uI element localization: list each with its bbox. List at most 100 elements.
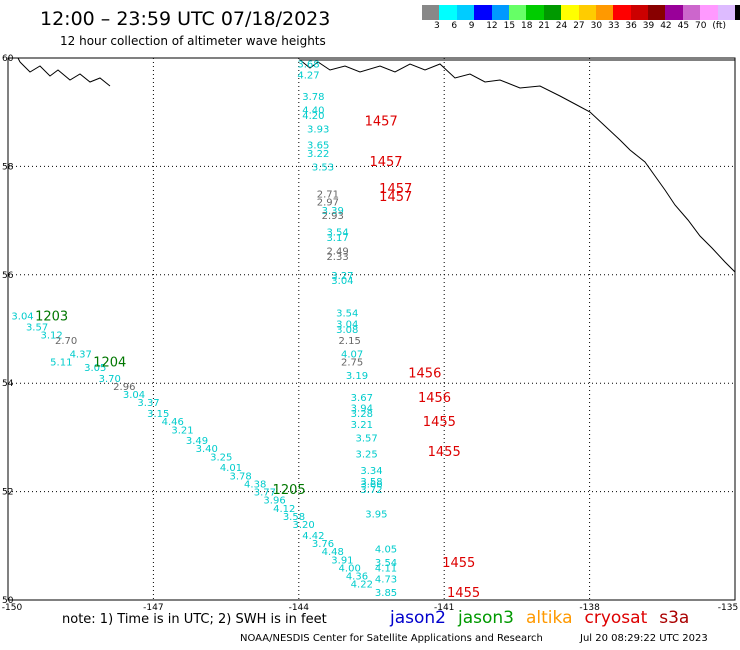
wave-height-value: 3.94 xyxy=(351,404,373,415)
wave-height-value: 4.73 xyxy=(375,574,397,585)
wave-height-value: 3.49 xyxy=(186,436,208,447)
scale-label: 18 xyxy=(521,21,533,31)
wave-height-value: 4.20 xyxy=(302,111,324,122)
wave-height-value: 4.38 xyxy=(244,479,266,490)
wave-height-value: 3.77 xyxy=(254,488,276,499)
wave-height-value: 2.15 xyxy=(339,336,361,347)
color-scale-labels: 3 6 9 12 15 18 21 24 27 30 33 36 39 42 45 70 (ft) xyxy=(422,21,732,33)
scale-label: 42 xyxy=(660,21,672,31)
wave-height-value: 3.04 xyxy=(331,276,353,287)
pass-time-label: 1203 xyxy=(35,309,68,324)
longitude-label: -135 xyxy=(718,603,738,613)
pass-time-labels: 1457145714571457145614561455145514551455… xyxy=(35,114,480,601)
page-subtitle: 12 hour collection of altimeter wave hei… xyxy=(60,34,326,48)
scale-label: 45 xyxy=(677,21,690,31)
longitude-label: -150 xyxy=(2,603,23,613)
scale-label: 30 xyxy=(590,21,603,31)
wave-height-value: 2.75 xyxy=(341,358,363,369)
legend-item-jason2: jason2 xyxy=(390,608,446,628)
scale-swatch xyxy=(700,5,718,20)
wave-height-value: 3.21 xyxy=(171,425,193,436)
wave-height-value: 3.57 xyxy=(356,433,378,444)
wave-height-value: 4.07 xyxy=(341,349,363,360)
scale-label: 9 xyxy=(468,21,475,31)
wave-height-value: 2.71 xyxy=(317,190,339,201)
wave-height-value: 3.37 xyxy=(137,398,159,409)
wave-height-value: 3.25 xyxy=(210,452,232,463)
wave-height-value: 3.15 xyxy=(147,409,169,420)
wave-height-value: 3.57 xyxy=(26,322,48,333)
page-title: 12:00 – 23:59 UTC 07/18/2023 xyxy=(40,8,331,30)
scale-swatch xyxy=(543,5,562,20)
pass-time-label: 1455 xyxy=(423,415,456,430)
wave-height-value: 3.72 xyxy=(360,485,382,496)
wave-height-value: 4.27 xyxy=(297,70,319,81)
wave-height-value: 3.93 xyxy=(307,124,329,135)
scale-label: 36 xyxy=(625,21,637,31)
pass-time-label: 1457 xyxy=(369,155,402,170)
wave-height-value: 3.12 xyxy=(40,330,62,341)
wave-height-value: 4.42 xyxy=(302,531,324,542)
wave-height-value: 3.78 xyxy=(230,471,252,482)
scale-swatch xyxy=(526,5,544,20)
scale-swatch xyxy=(508,5,527,20)
pass-time-label: 1205 xyxy=(273,483,306,498)
scale-swatch xyxy=(474,5,492,20)
wave-height-value: 3.04 xyxy=(11,311,33,322)
wave-height-value: 4.00 xyxy=(339,563,361,574)
scale-label: 6 xyxy=(451,21,458,31)
pass-time-label: 1456 xyxy=(418,391,451,406)
scale-label: 21 xyxy=(538,21,550,31)
pass-time-label: 1456 xyxy=(408,366,441,381)
wave-height-value: 3.85 xyxy=(375,588,397,599)
wave-height-value: 2.33 xyxy=(326,252,348,263)
wave-height-value: 3.67 xyxy=(351,393,373,404)
pass-time-label: 1457 xyxy=(365,114,398,129)
wave-height-value: 3.54 xyxy=(336,309,358,320)
longitude-labels: -150 -147 -144 -141 -138 -135 xyxy=(2,603,738,613)
footer-credit: NOAA/NESDIS Center for Satellite Applica… xyxy=(240,633,543,644)
wave-height-labels: 3.684.27 3.78 4.404.20 3.93 3.653.22 3.53 2.71… xyxy=(11,59,397,598)
wave-height-value: 4.48 xyxy=(322,547,344,558)
pass-time-label: 1455 xyxy=(442,556,475,571)
footnote: note: 1) Time is in UTC; 2) SWH is in fe… xyxy=(62,612,327,627)
scale-label: 33 xyxy=(608,21,620,31)
wave-height-value: 3.25 xyxy=(356,450,378,461)
wave-height-value: 3.22 xyxy=(307,149,329,160)
latitude-label: 56 xyxy=(2,271,14,281)
scale-swatch xyxy=(456,5,475,20)
latitude-label: 54 xyxy=(2,379,14,389)
scale-label: 39 xyxy=(642,21,655,31)
wave-height-value: 3.21 xyxy=(351,420,373,431)
wave-height-value: 3.68 xyxy=(297,59,319,70)
scale-label: 27 xyxy=(573,21,585,31)
legend-item-s3a: s3a xyxy=(659,608,690,628)
scale-swatch xyxy=(595,5,614,20)
wave-height-value: 4.22 xyxy=(351,580,373,591)
wave-height-value: 3.66 xyxy=(360,479,382,490)
scale-swatch xyxy=(439,5,457,20)
color-scale xyxy=(422,5,740,20)
legend-item-cryosat: cryosat xyxy=(584,608,648,628)
wave-height-value: 3.39 xyxy=(322,206,344,217)
footer-timestamp: Jul 20 08:29:22 UTC 2023 xyxy=(580,633,708,644)
wave-height-value: 2.96 xyxy=(113,382,135,393)
pass-time-label: 1457 xyxy=(379,190,412,205)
wave-height-value: 4.40 xyxy=(302,105,324,116)
wave-height-value: 3.91 xyxy=(331,555,353,566)
scale-label: 3 xyxy=(434,21,440,31)
longitude-label: -138 xyxy=(579,603,600,613)
wave-height-value: 3.95 xyxy=(365,509,387,520)
scale-label: 70 xyxy=(695,21,707,31)
kodiak-coastline xyxy=(17,57,111,87)
wave-height-value: 4.05 xyxy=(375,545,397,556)
wave-height-value: 2.49 xyxy=(326,246,348,257)
wave-height-value: 3.34 xyxy=(360,466,382,477)
scale-swatch xyxy=(665,5,683,20)
longitude-label: -147 xyxy=(143,603,163,613)
wave-height-value: 4.37 xyxy=(70,349,92,360)
satellite-legend: jason2 jason3 altika cryosat s3a xyxy=(390,608,701,628)
latitude-label: 58 xyxy=(2,162,14,172)
wave-height-value: 4.36 xyxy=(346,572,368,583)
wave-height-value: 3.17 xyxy=(326,233,348,244)
